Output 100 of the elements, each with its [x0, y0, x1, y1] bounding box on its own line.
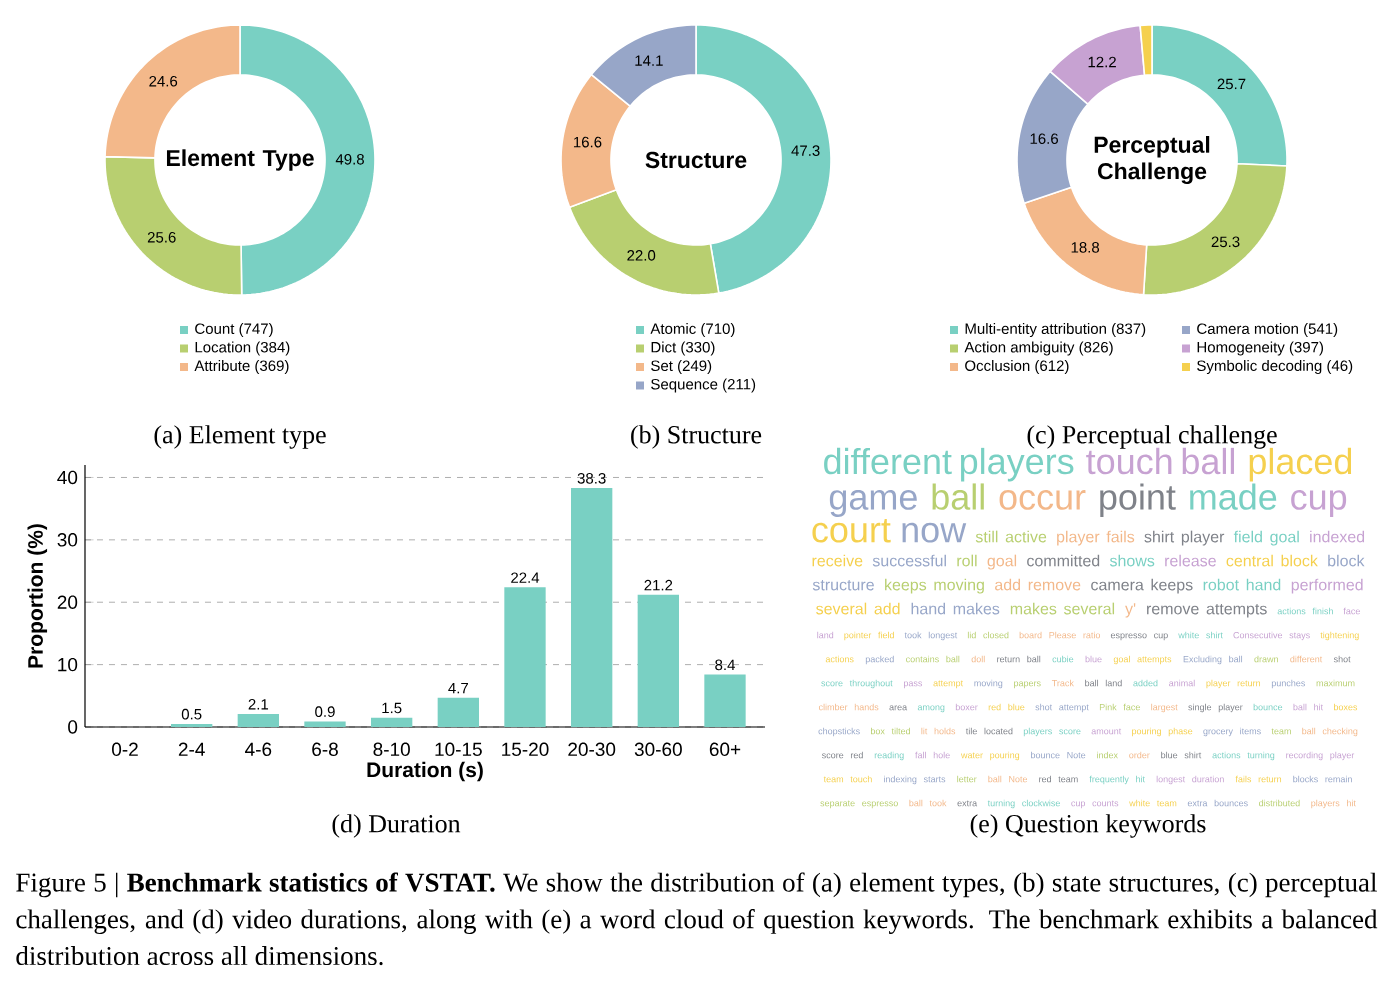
bar: [171, 723, 213, 727]
text: add remove: [995, 578, 1081, 591]
text: red team: [1039, 775, 1078, 783]
text: different players: [824, 447, 1074, 482]
caption: Figure 5 | Benchmark statistics of VSTAT. We show the distribution of (a) element types, (b) state structures, (c) perceptual challenges, and (d) video durations, along with (e) a word cloud of question keywords. The benchmark exhibits a balanced distribution across all dimensions.: [16, 872, 1378, 966]
data-label: 0.5: [181, 708, 202, 720]
text: boxes: [1334, 703, 1358, 711]
text: several add: [816, 602, 900, 615]
text: (d) Duration: [332, 814, 461, 838]
text: block: [1328, 554, 1365, 567]
text: amount: [1091, 728, 1122, 735]
data-label: 16.6: [1030, 133, 1059, 145]
y-tick-label: 20: [57, 595, 78, 609]
text: keeps moving: [885, 578, 984, 594]
x-tick-label: 6-8: [312, 742, 338, 757]
data-label: 1.5: [382, 702, 402, 714]
text: roll: [957, 554, 977, 567]
text: (a) Element type: [154, 425, 326, 449]
text: among: [917, 705, 945, 713]
text: doll: [971, 655, 985, 663]
text: cup counts: [1071, 800, 1119, 809]
text: still active: [975, 530, 1047, 543]
y-tick-label: 30: [57, 533, 78, 547]
text: release: [1165, 554, 1216, 567]
text: indexing starts: [884, 775, 946, 785]
text: ball took: [909, 799, 947, 807]
text: index: [1097, 751, 1118, 759]
text: pass: [903, 681, 923, 689]
x-tick-label: 4-6: [245, 742, 272, 757]
text: point: [1100, 483, 1176, 517]
legend-label: Dict (330): [651, 341, 715, 356]
text: Element Type: [166, 149, 314, 171]
text: area: [889, 705, 908, 711]
x-tick-label: 10-15: [435, 742, 482, 757]
legend-label: Occlusion (612): [965, 360, 1069, 374]
text: successful: [872, 554, 946, 567]
text: placed: [1249, 447, 1352, 482]
data-label: 16.6: [573, 136, 602, 148]
data-label: 25.3: [1211, 236, 1240, 248]
data-label: 4.7: [448, 682, 469, 694]
text: box tilted: [870, 727, 910, 735]
text: extra bounces: [1187, 799, 1248, 807]
x-tick-label: 20-30: [568, 742, 616, 757]
text: Pink face: [1099, 703, 1140, 711]
text: actions: [825, 655, 854, 663]
text: indexed: [1310, 530, 1365, 543]
text: court: [812, 518, 891, 543]
legend-label: Multi-entity attribution (837): [965, 323, 1146, 337]
legend-label: Homogeneity (397): [1197, 341, 1324, 356]
text: boxer: [955, 703, 978, 711]
x-tick-label: 0-2: [112, 742, 138, 757]
text: board Please ratio: [1019, 631, 1101, 639]
text: attempt: [933, 680, 964, 689]
text: contains ball: [906, 655, 960, 663]
text: occur: [999, 490, 1086, 510]
text: shows: [1109, 554, 1155, 567]
text: touch ball: [1086, 447, 1234, 475]
text: committed: [1027, 554, 1100, 567]
text: players hit: [1311, 799, 1356, 809]
text: field goal: [1233, 530, 1299, 546]
text: face: [1343, 607, 1360, 615]
text: player fails: [1057, 530, 1135, 546]
text: land: [817, 631, 834, 639]
text: makes several: [1010, 602, 1115, 615]
text: goal attempts: [1113, 655, 1172, 665]
text: drawn: [1254, 655, 1278, 663]
text: turning clockwise: [987, 799, 1060, 809]
text: now: [902, 522, 967, 543]
legend-label: Atomic (710): [650, 323, 735, 337]
text: camera keeps: [1091, 578, 1193, 594]
bar: [437, 697, 479, 727]
text: Structure: [645, 151, 747, 169]
text: team: [1271, 728, 1291, 735]
text: (e) Question keywords: [970, 814, 1206, 838]
legend-label: Attribute (369): [194, 360, 289, 374]
text: pointer field: [844, 631, 894, 641]
text: made: [1190, 483, 1277, 510]
text: white shirt: [1178, 631, 1223, 639]
legend-label: Action ambiguity (826): [964, 341, 1113, 356]
text: player return: [1206, 679, 1261, 689]
data-label: 0.9: [315, 706, 335, 717]
text: single player: [1188, 703, 1243, 713]
x-tick-label: 15-20: [502, 742, 549, 757]
text: shot attempt: [1035, 703, 1089, 713]
text: recording player: [1286, 751, 1355, 761]
text: cubie: [1052, 655, 1074, 663]
data-label: 22.4: [511, 572, 540, 583]
text: Consecutive stays: [1233, 631, 1310, 641]
text: (b) Structure: [631, 425, 762, 449]
text: game: [829, 490, 917, 517]
text: receive: [812, 554, 863, 567]
bar: [371, 717, 413, 727]
text: fall hole: [915, 751, 950, 759]
text: cup: [1291, 490, 1347, 517]
text: frequently hit: [1089, 775, 1145, 785]
text: actions finish: [1277, 607, 1333, 615]
text: separate espresso: [820, 800, 898, 809]
text: tightening: [1320, 631, 1359, 641]
text: reading: [874, 751, 904, 761]
legend-label: Set (249): [651, 360, 712, 374]
